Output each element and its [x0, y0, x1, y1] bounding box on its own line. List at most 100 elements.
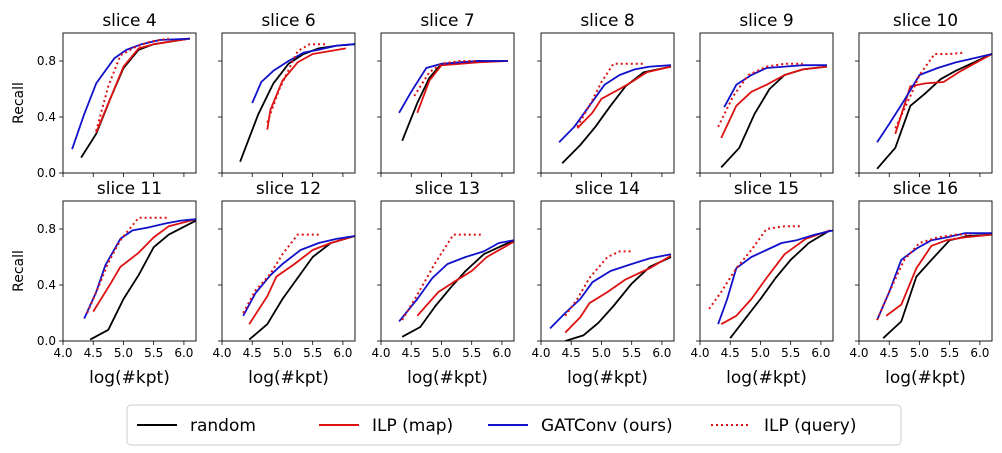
x-tick-label: 5.5: [462, 346, 481, 360]
series-group: [558, 62, 672, 164]
series-line-gatconv-ours: [242, 235, 355, 317]
series-line-random: [882, 233, 992, 339]
x-tick-label: 6.0: [811, 346, 830, 360]
x-tick-label: 5.5: [144, 346, 163, 360]
series-group: [717, 62, 828, 169]
legend-entry-ilp-map: ILP (map): [319, 416, 453, 436]
subplot-title: slice 16: [893, 179, 958, 199]
series-line-random: [561, 65, 672, 164]
series-line-random: [564, 256, 672, 341]
x-tick-label: 5.0: [910, 346, 929, 360]
y-tick-label: 0.8: [37, 54, 56, 68]
legend-label: GATConv (ours): [541, 416, 673, 436]
x-tick-label: 6.0: [492, 346, 511, 360]
series-group: [398, 233, 514, 338]
legend-entry-random: random: [137, 416, 256, 436]
x-tick-label: 5.0: [751, 346, 770, 360]
series-line-random: [89, 219, 196, 341]
x-tick-label: 4.5: [880, 346, 899, 360]
series-line-gatconv-ours: [876, 53, 992, 143]
x-tick-label: 6.0: [174, 346, 193, 360]
series-group: [708, 225, 833, 339]
x-tick-label: 5.5: [940, 346, 959, 360]
x-axis-label: log(#kpt): [885, 368, 966, 388]
subplot-slice-8: slice 8: [537, 11, 675, 177]
series-line-ilp-map: [894, 53, 992, 135]
x-tick-label: 5.0: [273, 346, 292, 360]
series-group: [876, 232, 992, 339]
series-group: [83, 216, 196, 341]
series-line-random: [248, 235, 355, 341]
subplot-title: slice 9: [739, 11, 793, 31]
series-line-ilp-query: [576, 62, 644, 128]
axes-frame: [540, 200, 675, 342]
x-tick-label: 6.0: [652, 346, 671, 360]
subplot-title: slice 4: [102, 11, 156, 31]
x-axis-label: log(#kpt): [726, 368, 807, 388]
series-line-ilp-query: [86, 216, 169, 314]
series-line-ilp-map: [720, 229, 831, 325]
subplot-title: slice 6: [261, 11, 315, 31]
axes-frame: [540, 32, 675, 174]
series-line-random: [401, 239, 514, 338]
series-line-ilp-query: [876, 233, 971, 321]
series-group: [876, 51, 992, 170]
series-line-ilp-map: [95, 37, 191, 133]
series-line-gatconv-ours: [398, 60, 508, 114]
series-line-ilp-query: [708, 225, 800, 310]
x-tick-label: 4.0: [53, 346, 72, 360]
x-axis-label: log(#kpt): [567, 368, 648, 388]
legend: random ILP (map) GATConv (ours) ILP (query): [126, 404, 902, 446]
legend-items: random ILP (map) GATConv (ours) ILP (query): [137, 416, 856, 436]
subplot-title: slice 7: [420, 11, 474, 31]
subplot-title: slice 12: [256, 179, 321, 199]
series-line-ilp-query: [401, 233, 481, 321]
axes-frame: [380, 200, 515, 342]
series-line-ilp-query: [564, 250, 632, 317]
subplot-slice-13: slice 13 4.0 4.5 5.0 5.5 6.0 log(#kpt): [371, 179, 515, 388]
series-line-random: [720, 65, 828, 169]
series-line-gatconv-ours: [251, 43, 355, 104]
series-line-ilp-map: [92, 218, 196, 313]
series-line-random: [876, 53, 992, 170]
series-line-gatconv-ours: [83, 218, 196, 319]
axes-frame: [221, 200, 356, 342]
legend-entry-gatconv-ours: GATConv (ours): [488, 416, 673, 436]
x-tick-label: 4.0: [371, 346, 390, 360]
x-tick-label: 4.5: [402, 346, 421, 360]
subplot-slice-15: slice 15 4.0 4.5 5.0 5.5 6.0 log(#kpt): [690, 179, 834, 388]
series-line-ilp-map: [576, 65, 672, 129]
x-tick-label: 5.0: [114, 346, 133, 360]
series-line-ilp-map: [416, 60, 509, 114]
series-line-ilp-query: [894, 51, 965, 129]
legend-label: ILP (query): [764, 416, 856, 436]
x-tick-label: 4.5: [84, 346, 103, 360]
subplot-slice-14: slice 14 4.0 4.5 5.0 5.5 6.0 log(#kpt): [531, 179, 675, 388]
series-line-ilp-map: [885, 233, 992, 317]
subplot-slice-16: slice 16 4.0 4.5 5.0 5.5 6.0 log(#kpt): [849, 179, 993, 388]
y-axis-label: Recall: [11, 82, 27, 124]
subplot-slice-6: slice 6: [218, 11, 356, 177]
subplot-slice-4: slice 4 0.0 0.4 0.8 Recall: [11, 11, 197, 180]
x-tick-label: 5.5: [781, 346, 800, 360]
series-line-ilp-query: [717, 62, 803, 128]
subplot-title: slice 13: [415, 179, 480, 199]
y-tick-label: 0.0: [37, 166, 56, 180]
series-line-gatconv-ours: [558, 64, 672, 143]
x-tick-label: 5.0: [432, 346, 451, 360]
axes-frame: [62, 200, 197, 342]
y-tick-label: 0.4: [37, 110, 56, 124]
legend-label: ILP (map): [372, 416, 453, 436]
subplot-title: slice 15: [734, 179, 799, 199]
axes-frame: [62, 32, 197, 174]
series-line-gatconv-ours: [876, 232, 992, 321]
x-tick-label: 5.5: [622, 346, 641, 360]
x-tick-label: 4.0: [212, 346, 231, 360]
x-tick-label: 5.5: [303, 346, 322, 360]
series-group: [549, 250, 672, 341]
series-line-gatconv-ours: [717, 229, 833, 325]
y-tick-label: 0.8: [37, 222, 56, 236]
subplot-slice-12: slice 12 4.0 4.5 5.0 5.5 6.0 log(#kpt): [212, 179, 356, 388]
axes-frame: [858, 32, 993, 174]
